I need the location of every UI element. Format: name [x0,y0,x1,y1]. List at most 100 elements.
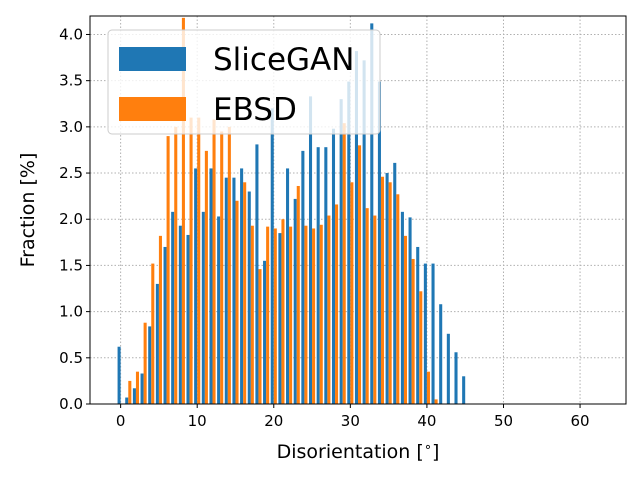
bar-slicegan-32 [362,60,366,404]
bar-slicegan-17 [247,191,251,404]
bar-ebsd-26 [319,224,323,404]
bar-ebsd-14 [227,126,231,404]
x-tick-label-50: 50 [494,412,513,430]
bar-slicegan-37 [400,211,404,404]
bar-slicegan-43 [446,333,450,404]
bar-ebsd-29 [342,123,346,405]
bar-slicegan-14 [224,177,228,404]
bar-ebsd-10 [197,117,201,404]
y-tick-label-1.5: 1.5 [59,256,83,274]
bar-ebsd-32 [365,208,369,404]
bar-ebsd-41 [434,399,438,404]
x-tick-label-0: 0 [116,412,126,430]
bar-ebsd-33 [373,215,377,404]
bar-ebsd-23 [296,185,300,404]
bar-slicegan-36 [393,162,397,404]
x-tick-label-30: 30 [341,412,360,430]
bar-slicegan-26 [316,147,320,404]
axis-ticks: 0 10 20 30 40 50 60 0.0 0.5 1.0 1.5 2.0 2.5 3.0 3.5 4.0 [59,25,589,430]
bar-ebsd-24 [304,225,308,404]
bar-ebsd-36 [396,194,400,404]
bar-slicegan-27 [324,147,328,404]
y-tick-label-3.0: 3.0 [59,118,83,136]
bar-ebsd-7 [174,126,178,404]
y-axis-title: Fraction [%] [17,153,39,268]
bar-slicegan-0 [117,346,121,404]
bar-ebsd-40 [426,371,430,404]
bar-slicegan-22 [286,168,290,404]
bar-slicegan-24 [301,150,305,404]
y-tick-label-0.0: 0.0 [59,395,83,413]
bar-slicegan-8 [178,225,182,404]
x-axis-title-close: ] [432,441,439,463]
legend-label-slicegan: SliceGAN [213,42,354,78]
bar-ebsd-1 [128,380,132,404]
bar-slicegan-9 [186,234,190,404]
bar-ebsd-15 [235,200,239,404]
bar-ebsd-20 [273,228,277,404]
bar-slicegan-41 [431,263,435,404]
bar-slicegan-33 [370,23,374,405]
bar-ebsd-16 [243,182,247,404]
bar-ebsd-11 [204,150,208,404]
bar-ebsd-4 [151,263,155,404]
bar-slicegan-45 [462,376,466,404]
bar-ebsd-27 [327,215,331,404]
x-axis-title-text: Disorientation [ [277,441,424,463]
legend-swatch-ebsd [119,97,186,121]
bar-ebsd-28 [335,204,339,404]
y-tick-label-2.0: 2.0 [59,210,83,228]
bar-ebsd-19 [266,226,270,404]
bar-slicegan-44 [454,352,458,404]
bar-slicegan-20 [270,108,274,404]
x-tick-label-20: 20 [264,412,283,430]
x-tick-label-60: 60 [571,412,590,430]
plot-frame [89,15,627,405]
bar-ebsd-35 [388,182,392,404]
bar-ebsd-6 [166,136,170,404]
bar-slicegan-16 [240,168,244,404]
bar-slicegan-18 [255,144,259,404]
bar-ebsd-30 [350,182,354,404]
bar-slicegan-34 [377,81,381,404]
bar-slicegan-12 [209,168,213,404]
bar-slicegan-21 [278,233,282,404]
bar-slicegan-28 [331,128,336,404]
bar-slicegan-10 [194,168,198,404]
bar-ebsd-12 [212,119,216,404]
x-tick-label-40: 40 [417,412,436,430]
bar-slicegan-25 [308,96,313,404]
bar-slicegan-40 [423,263,427,404]
bar-ebsd-38 [411,258,415,404]
bar-slicegan-38 [408,217,412,404]
bars [117,17,466,405]
bar-slicegan-5 [155,283,159,404]
x-axis-title-degree: ∘ [424,440,432,455]
bar-slicegan-29 [339,99,343,405]
bar-ebsd-31 [358,145,362,405]
bar-slicegan-39 [416,246,420,404]
bar-slicegan-1 [125,397,129,404]
legend-label-ebsd: EBSD [213,92,297,128]
y-tick-label-3.5: 3.5 [59,72,83,90]
bar-ebsd-13 [220,131,224,404]
y-tick-label-1.0: 1.0 [59,303,83,321]
bar-ebsd-22 [289,226,293,404]
bar-ebsd-39 [419,291,423,404]
bar-ebsd-3 [143,322,147,404]
bar-slicegan-7 [171,211,175,404]
y-tick-label-2.5: 2.5 [59,164,83,182]
bar-slicegan-6 [163,246,167,404]
bar-ebsd-5 [158,235,162,404]
bar-slicegan-23 [293,198,297,404]
y-tick-label-4.0: 4.0 [59,25,83,43]
bar-slicegan-30 [347,81,351,404]
bar-ebsd-34 [380,176,385,404]
bar-slicegan-2 [132,388,136,404]
bar-ebsd-17 [250,225,254,404]
bar-slicegan-42 [439,304,443,404]
x-axis-title: Disorientation [∘] [277,440,440,463]
bar-slicegan-13 [217,216,221,404]
bar-slicegan-4 [148,326,152,404]
